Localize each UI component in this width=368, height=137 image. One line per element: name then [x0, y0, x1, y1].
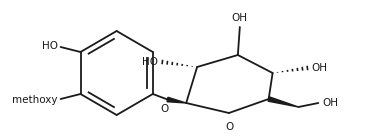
Text: methoxy: methoxy	[12, 95, 58, 105]
Text: OH: OH	[232, 13, 248, 23]
Polygon shape	[167, 97, 186, 103]
Text: OH: OH	[322, 98, 338, 108]
Text: O: O	[226, 122, 234, 132]
Text: O: O	[160, 103, 169, 113]
Polygon shape	[268, 97, 298, 107]
Text: HO: HO	[142, 57, 158, 67]
Text: HO: HO	[42, 41, 58, 51]
Text: OH: OH	[311, 63, 328, 73]
